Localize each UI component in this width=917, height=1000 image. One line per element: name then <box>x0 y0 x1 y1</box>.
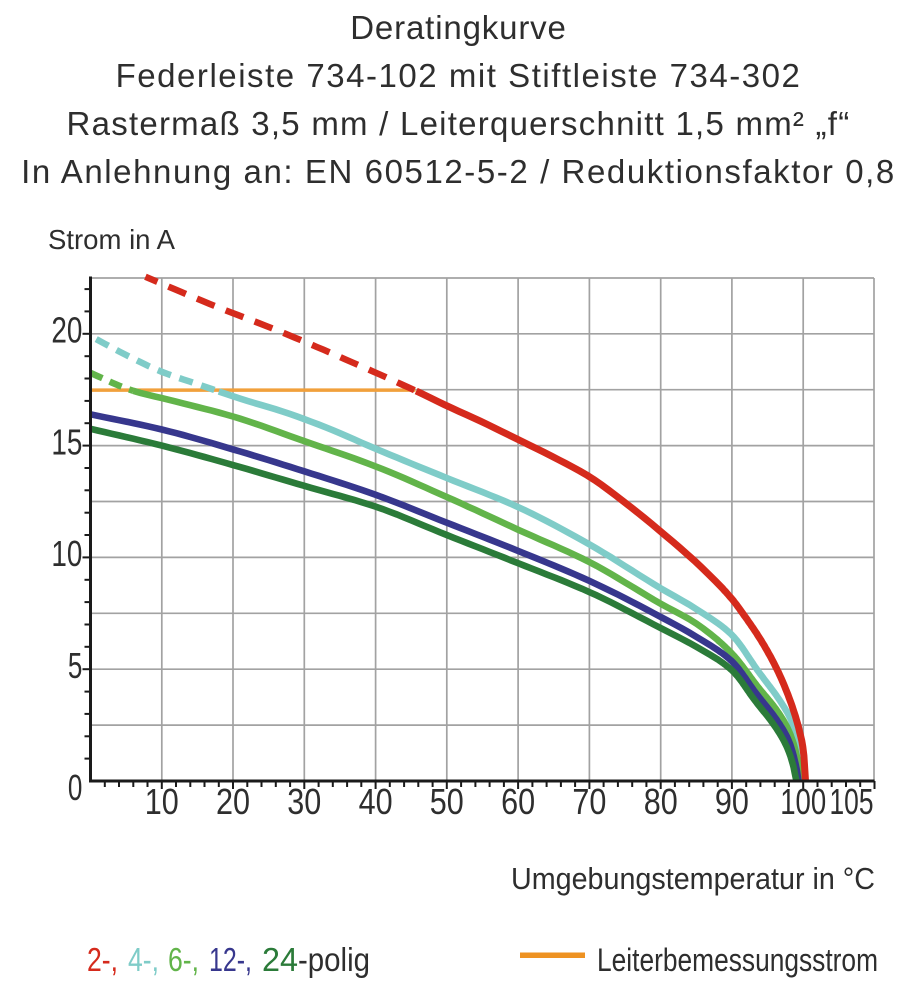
svg-text:50: 50 <box>430 781 464 822</box>
svg-text:40: 40 <box>359 781 393 822</box>
svg-text:Umgebungstemperatur in °C: Umgebungstemperatur in °C <box>511 861 875 896</box>
svg-text:20: 20 <box>216 781 250 822</box>
svg-text:Leiterbemessungsstrom: Leiterbemessungsstrom <box>597 942 878 978</box>
svg-text:10: 10 <box>145 781 179 822</box>
svg-text:-polig: -polig <box>298 941 370 978</box>
svg-text:15: 15 <box>51 421 82 462</box>
svg-text:80: 80 <box>644 781 678 822</box>
svg-text:4-,: 4-, <box>128 941 159 978</box>
svg-text:24: 24 <box>262 941 298 978</box>
svg-text:Strom in A: Strom in A <box>48 224 175 255</box>
svg-text:70: 70 <box>572 781 606 822</box>
svg-text:20: 20 <box>51 310 82 351</box>
svg-text:5: 5 <box>68 645 83 686</box>
svg-text:12-,: 12-, <box>209 941 252 978</box>
svg-text:0: 0 <box>68 767 83 808</box>
svg-text:105: 105 <box>830 781 874 822</box>
svg-text:2-,: 2-, <box>87 941 118 978</box>
svg-text:6-,: 6-, <box>168 941 199 978</box>
svg-text:30: 30 <box>287 781 321 822</box>
svg-text:10: 10 <box>51 533 82 574</box>
svg-text:100: 100 <box>780 781 826 822</box>
svg-text:90: 90 <box>715 781 749 822</box>
svg-text:60: 60 <box>501 781 535 822</box>
